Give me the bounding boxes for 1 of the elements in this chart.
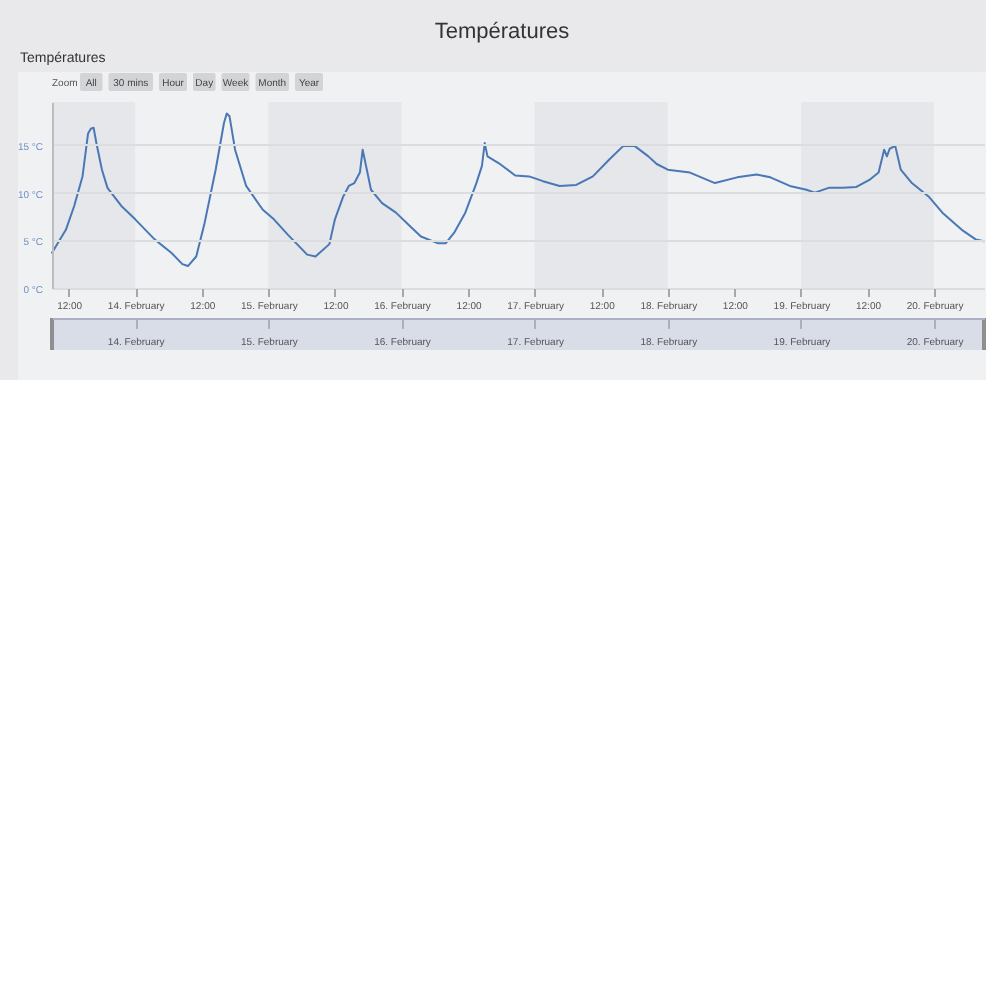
chart-subtitle: Températures	[434, 20, 571, 44]
